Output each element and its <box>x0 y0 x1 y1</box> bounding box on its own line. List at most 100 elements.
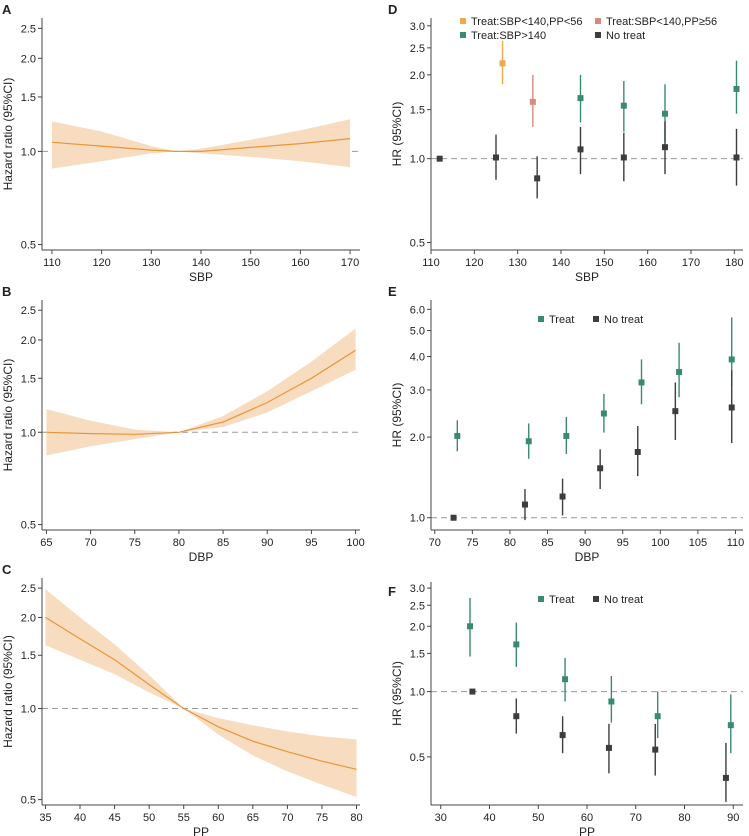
x-tick-label: 110 <box>727 537 745 549</box>
data-point <box>469 688 476 695</box>
y-axis-title: Hazard ratio (95%CI) <box>1 359 15 472</box>
legend-swatch <box>538 316 544 322</box>
y-axis-title: HR (95%CI) <box>390 102 404 167</box>
x-tick-label: 60 <box>212 812 224 824</box>
legend-swatch <box>538 596 544 602</box>
x-tick-label: 55 <box>178 812 190 824</box>
hr-curve <box>45 616 357 770</box>
x-axis-title: DBP <box>189 550 214 564</box>
x-tick-label: 170 <box>341 257 359 269</box>
y-tick-label: 3.0 <box>410 385 425 397</box>
x-tick-label: 30 <box>435 812 447 824</box>
panel-letter: C <box>2 562 12 577</box>
y-axis-title: HR (95%CI) <box>390 661 404 726</box>
panel-E-plot: 70 75 80 85 90 95 100 105 110 1.0 2.0 3.0 4.0 5.0 6.0 D… <box>390 300 744 564</box>
legend-swatch <box>460 32 466 38</box>
legend-label: Treat:SBP>140 <box>471 30 546 42</box>
panel-letter: F <box>388 584 396 599</box>
y-tick-label: 1.5 <box>410 648 425 660</box>
data-point <box>605 744 612 751</box>
y-tick-label: 3.0 <box>410 583 425 595</box>
y-tick-label: 2.5 <box>410 43 425 55</box>
x-tick-label: 70 <box>281 812 293 824</box>
x-tick-label: 100 <box>346 537 364 549</box>
x-tick-label: 150 <box>595 257 613 269</box>
x-tick-label: 90 <box>579 537 591 549</box>
data-point <box>454 432 461 439</box>
x-tick-label: 50 <box>143 812 155 824</box>
data-point <box>562 676 569 683</box>
x-tick-label: 95 <box>617 537 629 549</box>
x-tick-label: 70 <box>84 537 96 549</box>
y-tick-label: 1.0 <box>21 146 36 158</box>
y-tick-label: 1.5 <box>21 650 36 662</box>
panel-A: A 110 120 130 140 150 160 170 0.5 1.0 1.5 2.0 2.5 SB… <box>1 2 360 284</box>
y-tick-label: 1.0 <box>410 687 425 699</box>
data-point <box>727 722 734 729</box>
data-point <box>513 641 520 648</box>
y-tick-label: 2.5 <box>21 583 36 595</box>
data-point <box>563 432 570 439</box>
y-tick-label: 3.0 <box>410 21 425 33</box>
data-point <box>728 404 735 411</box>
y-tick-label: 0.5 <box>21 520 36 532</box>
data-point <box>499 60 506 67</box>
data-point <box>662 144 668 151</box>
legend-label: Treat:SBP<140,PP<56 <box>471 16 583 28</box>
data-point <box>436 155 443 162</box>
panel-letter: D <box>388 2 397 17</box>
legend-swatch <box>595 32 601 38</box>
x-tick-label: 65 <box>247 812 259 824</box>
x-axis-title: SBP <box>189 270 213 284</box>
panel-letter: B <box>2 284 11 299</box>
data-point <box>577 146 584 153</box>
y-axis-title: Hazard ratio (95%CI) <box>1 78 15 191</box>
data-point <box>529 98 536 105</box>
x-tick-label: 75 <box>129 537 141 549</box>
data-point <box>676 369 683 376</box>
legend-swatch <box>593 596 599 602</box>
legend-swatch <box>460 18 466 24</box>
data-point <box>620 154 627 161</box>
data-point <box>638 379 645 386</box>
data-point <box>521 501 528 508</box>
x-tick-label: 85 <box>541 537 553 549</box>
data-point <box>634 448 641 455</box>
data-point <box>620 102 627 109</box>
x-tick-label: 110 <box>422 257 440 269</box>
x-axis-title: PP <box>579 825 595 836</box>
x-tick-label: 45 <box>108 812 120 824</box>
x-tick-label: 80 <box>678 812 690 824</box>
y-tick-label: 2.0 <box>410 432 425 444</box>
x-tick-label: 95 <box>305 537 317 549</box>
x-tick-label: 80 <box>350 812 362 824</box>
legend-label: No treat <box>606 30 645 42</box>
y-tick-label: 2.0 <box>21 612 36 624</box>
y-tick-label: 2.5 <box>21 23 36 35</box>
x-tick-label: 60 <box>581 812 593 824</box>
confidence-band <box>46 328 356 456</box>
y-tick-label: 2.5 <box>410 600 425 612</box>
y-tick-label: 2.0 <box>410 70 425 82</box>
data-point <box>493 154 499 161</box>
data-point <box>733 85 740 92</box>
x-tick-label: 75 <box>316 812 328 824</box>
panel-A-plot: 110 120 130 140 150 160 170 0.5 1.0 1.5 2.0 2.5 SBP H… <box>1 18 360 284</box>
data-point <box>672 408 679 415</box>
x-tick-label: 35 <box>39 812 51 824</box>
data-point <box>662 110 668 117</box>
x-tick-label: 50 <box>532 812 544 824</box>
panel-B: B 65 70 75 80 85 90 95 100 0.5 1.0 1.5 2.0 2.5 DBP Haz… <box>1 284 365 564</box>
x-tick-label: 70 <box>429 537 441 549</box>
x-tick-label: 180 <box>725 257 743 269</box>
x-axis-title: PP <box>193 825 209 836</box>
y-tick-label: 6.0 <box>410 304 425 316</box>
data-point <box>722 774 729 781</box>
x-tick-label: 40 <box>74 812 86 824</box>
y-tick-label: 2.0 <box>21 53 36 65</box>
y-tick-label: 2.0 <box>21 335 36 347</box>
y-tick-label: 1.5 <box>21 373 36 385</box>
y-tick-label: 0.5 <box>410 752 425 764</box>
data-point <box>534 175 541 182</box>
